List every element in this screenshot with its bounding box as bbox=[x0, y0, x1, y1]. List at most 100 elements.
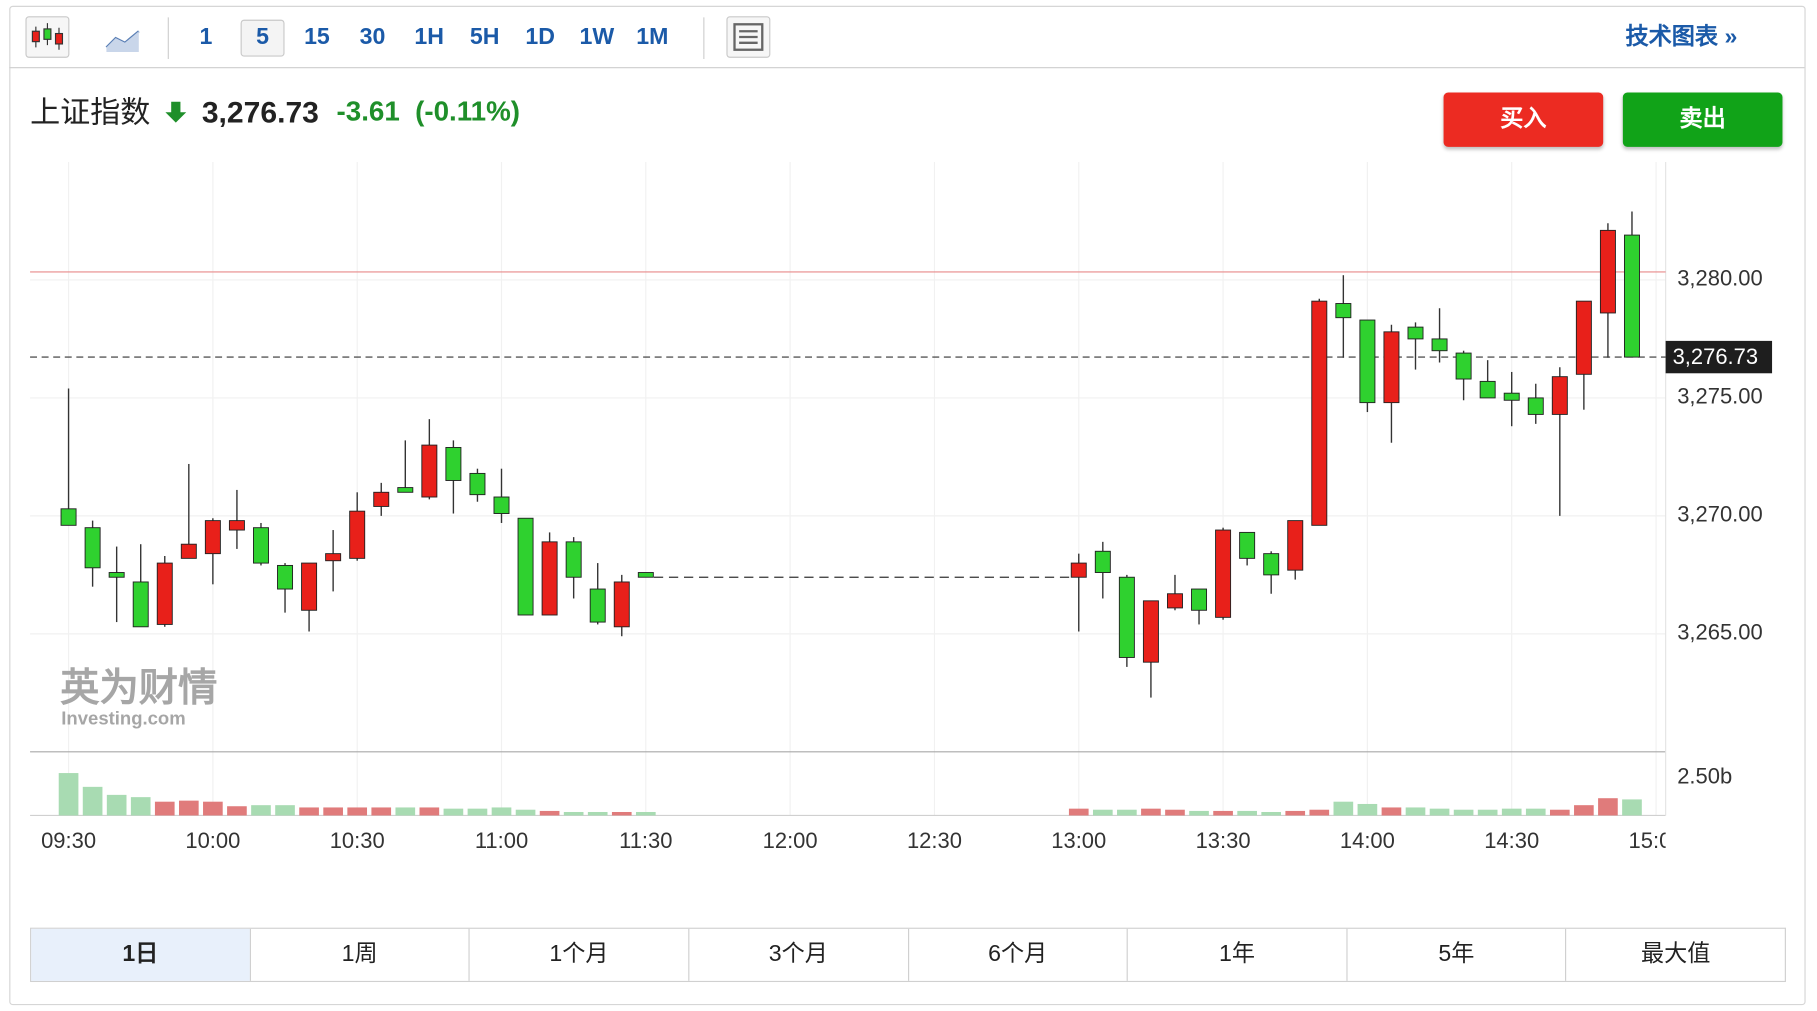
range-tab[interactable]: 1年 bbox=[1126, 928, 1346, 981]
table-glyph bbox=[733, 23, 764, 51]
volume-bar bbox=[106, 794, 127, 816]
chart: 英为财情 Investing.com 09:30 10:00 10:30 11:00 1… bbox=[30, 161, 1773, 853]
x-axis: 09:30 10:00 10:30 11:00 11:30 12:00 12:30 13:00… bbox=[41, 828, 1666, 853]
interval-button[interactable]: 1 bbox=[199, 24, 213, 50]
range-tab[interactable]: 1周 bbox=[249, 928, 468, 981]
volume-bar bbox=[1477, 809, 1498, 816]
candle-body bbox=[1479, 380, 1496, 399]
candle-body bbox=[1142, 600, 1159, 663]
candle-body bbox=[1311, 300, 1328, 526]
candle-body bbox=[1191, 588, 1208, 611]
candle-body bbox=[1383, 331, 1400, 404]
interval-button[interactable]: 15 bbox=[304, 24, 330, 50]
volume-bar bbox=[203, 801, 223, 816]
candle-body bbox=[228, 520, 245, 531]
change: -3.61 bbox=[336, 96, 400, 128]
candle-body bbox=[349, 510, 366, 559]
frame bbox=[9, 5, 1806, 1006]
candle-body bbox=[1503, 392, 1520, 401]
candle-body bbox=[60, 508, 77, 526]
volume-bar bbox=[1622, 799, 1642, 816]
interval-button[interactable]: 1M bbox=[636, 24, 669, 50]
range-tab[interactable]: 1个月 bbox=[468, 928, 688, 981]
candle-body bbox=[1335, 303, 1352, 319]
x-tick-label: 11:30 bbox=[619, 828, 672, 853]
candle-body bbox=[541, 541, 558, 616]
volume-tick-label: 2.50b bbox=[1677, 763, 1732, 788]
volume-bar bbox=[467, 808, 488, 816]
buy-button[interactable]: 买入 bbox=[1443, 92, 1604, 147]
candle-body bbox=[1551, 376, 1568, 415]
x-tick-label: 11:00 bbox=[475, 828, 528, 853]
volume-bar bbox=[275, 805, 295, 816]
range-tab[interactable]: 1日 bbox=[31, 928, 250, 981]
candle-body bbox=[1431, 338, 1448, 352]
candle-body bbox=[277, 564, 294, 590]
volume-bar bbox=[178, 800, 199, 816]
last-price-label: 3,276.73 bbox=[1673, 344, 1759, 369]
candle-icon[interactable] bbox=[25, 16, 70, 58]
volume-bar bbox=[1309, 809, 1330, 816]
x-tick-label: 10:30 bbox=[330, 828, 385, 853]
volume-bar bbox=[1068, 808, 1089, 816]
range-tab[interactable]: 5年 bbox=[1346, 928, 1565, 981]
line-icon[interactable] bbox=[104, 22, 143, 54]
volume-bar bbox=[130, 797, 151, 816]
volume-bar bbox=[611, 811, 632, 816]
candle-body bbox=[517, 517, 534, 616]
volume-bar bbox=[371, 807, 392, 816]
volume-bar bbox=[1189, 810, 1209, 816]
table-icon[interactable] bbox=[726, 16, 771, 58]
watermark-site: Investing.com bbox=[61, 707, 185, 728]
price: 3,276.73 bbox=[201, 94, 319, 130]
interval-button[interactable]: 1H bbox=[414, 24, 444, 50]
change-pct: (-0.11%) bbox=[415, 96, 521, 128]
x-tick-label: 09:30 bbox=[41, 828, 96, 853]
volume-bar bbox=[587, 811, 608, 816]
volume-bar bbox=[227, 806, 247, 816]
volume-bar bbox=[635, 811, 656, 816]
volume-bar bbox=[1549, 809, 1570, 816]
volume-bar bbox=[515, 809, 536, 816]
interval-button[interactable]: 5H bbox=[469, 24, 500, 50]
volume-bar bbox=[491, 807, 512, 816]
volume-bar bbox=[1429, 808, 1450, 816]
range-tab[interactable]: 最大值 bbox=[1565, 928, 1784, 981]
candle-body bbox=[84, 527, 101, 569]
range-tabs: 1日 1周 1个月 3个月 6个月 1年 5年 最大值 bbox=[30, 927, 1786, 983]
candle-body bbox=[132, 581, 149, 628]
volume-bar bbox=[563, 811, 584, 816]
last-price-box bbox=[1665, 340, 1773, 374]
volume-bar bbox=[347, 807, 368, 816]
volume-bar bbox=[1574, 805, 1594, 816]
candle-body bbox=[204, 520, 221, 555]
candle-body bbox=[180, 543, 197, 559]
candle-body bbox=[1359, 319, 1376, 404]
tech-chart-link[interactable]: 技术图表 » bbox=[1625, 24, 1738, 50]
volume-bar bbox=[395, 807, 416, 816]
volume-bar bbox=[1261, 811, 1282, 816]
separator bbox=[703, 17, 705, 59]
quote-header: 上证指数 3,276.73 -3.61 (-0.11%) bbox=[30, 90, 520, 132]
candle-body bbox=[1263, 553, 1280, 576]
candle-body bbox=[1166, 593, 1183, 609]
range-tab[interactable]: 6个月 bbox=[907, 928, 1126, 981]
candle-body bbox=[1239, 531, 1256, 559]
candle-body bbox=[493, 496, 510, 514]
x-tick-label: 13:00 bbox=[1051, 828, 1106, 853]
interval-button[interactable]: 5 bbox=[240, 19, 285, 57]
interval-button[interactable]: 1W bbox=[579, 24, 615, 50]
x-tick-label: 13:30 bbox=[1196, 828, 1251, 853]
volume-bar bbox=[1357, 803, 1378, 816]
sell-button[interactable]: 卖出 bbox=[1622, 92, 1783, 147]
candle-body bbox=[397, 487, 414, 493]
volume-bar bbox=[1213, 810, 1233, 816]
volume-bar bbox=[539, 810, 560, 816]
x-tick-label: 14:00 bbox=[1340, 828, 1395, 853]
separator bbox=[167, 17, 169, 59]
candle-body bbox=[469, 472, 486, 496]
interval-button[interactable]: 1D bbox=[525, 24, 555, 50]
range-tab[interactable]: 3个月 bbox=[688, 928, 907, 981]
interval-button[interactable]: 30 bbox=[359, 24, 386, 50]
candle-body bbox=[1599, 229, 1616, 314]
